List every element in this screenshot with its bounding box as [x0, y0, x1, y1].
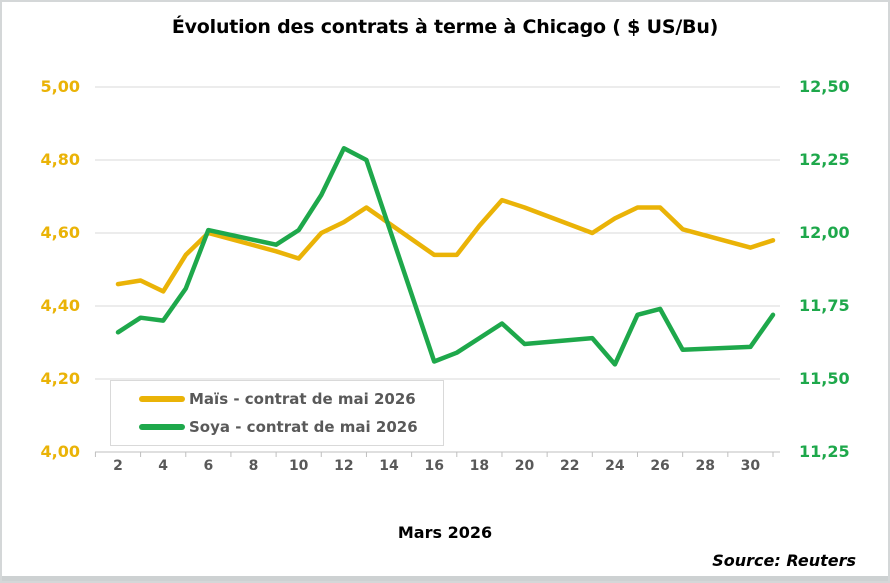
x-axis-tick-label: 4	[158, 458, 169, 474]
left-axis-tick-label: 4,20	[40, 369, 80, 388]
series-line-soya	[115, 146, 776, 367]
series-line-mais	[115, 197, 776, 294]
legend: Maïs - contrat de mai 2026 Soya - contra…	[110, 380, 444, 446]
legend-label-mais: Maïs - contrat de mai 2026	[189, 390, 416, 409]
right-axis-tick-label: 12,00	[799, 223, 850, 242]
mais-line-swatch	[139, 396, 185, 403]
x-axis-tick-label: 26	[650, 458, 670, 474]
right-axis-tick-label: 11,50	[799, 369, 850, 388]
right-axis-tick-label: 12,50	[799, 77, 850, 96]
x-axis-tick-label: 2	[113, 458, 123, 474]
legend-item-soya: Soya - contrat de mai 2026	[139, 418, 443, 436]
soya-line-swatch	[139, 423, 185, 430]
x-axis-title: Mars 2026	[397, 523, 493, 542]
chart-title: Évolution des contrats à terme à Chicago…	[171, 16, 719, 38]
right-axis-tick-label: 12,25	[799, 150, 850, 169]
x-axis-tick-label: 18	[469, 458, 490, 474]
right-axis-tick-label: 11,75	[799, 296, 850, 315]
source-credit: Source: Reuters	[712, 551, 856, 570]
x-axis-tick-label: 8	[248, 458, 259, 474]
x-axis-tick-label: 14	[379, 458, 399, 474]
bottom-strip	[2, 576, 888, 581]
x-axis-tick-label: 12	[334, 458, 354, 474]
left-axis-tick-label: 4,40	[40, 296, 80, 315]
x-axis-tick-label: 30	[740, 458, 761, 474]
legend-item-mais: Maïs - contrat de mai 2026	[139, 390, 443, 408]
x-axis-tick-label: 6	[203, 458, 214, 474]
x-axis-tick-label: 10	[288, 458, 309, 474]
left-axis-tick-label: 5,00	[40, 77, 80, 96]
x-axis-tick-label: 28	[695, 458, 715, 474]
x-axis-tick-label: 22	[559, 458, 580, 474]
x-axis-tick-label: 24	[605, 458, 625, 474]
x-axis-tick-label: 16	[424, 458, 444, 474]
left-axis-tick-label: 4,80	[40, 150, 80, 169]
right-axis-tick-label: 11,25	[799, 442, 850, 461]
legend-label-soya: Soya - contrat de mai 2026	[189, 417, 418, 436]
left-axis-tick-label: 4,00	[40, 442, 80, 461]
left-axis-tick-label: 4,60	[40, 223, 80, 242]
x-axis-tick-label: 20	[514, 458, 535, 474]
